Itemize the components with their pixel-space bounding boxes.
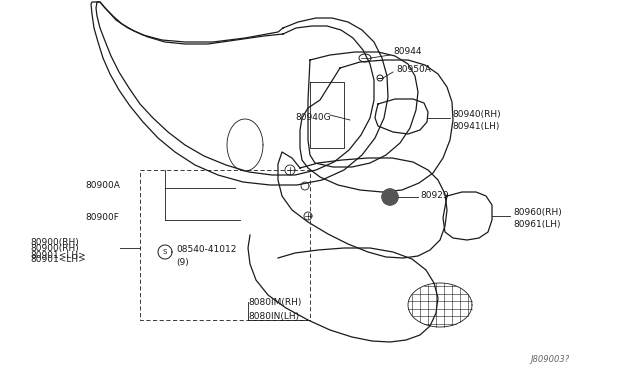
- Circle shape: [382, 189, 398, 205]
- Text: 80940(RH): 80940(RH): [452, 109, 500, 119]
- Text: S: S: [163, 249, 167, 255]
- Text: 80900F: 80900F: [85, 214, 119, 222]
- Text: (9): (9): [176, 259, 189, 267]
- Text: J809003?: J809003?: [530, 355, 569, 364]
- Text: 8080lN(LH): 8080lN(LH): [248, 311, 299, 321]
- Text: 80940G: 80940G: [295, 113, 331, 122]
- Text: 80960(RH): 80960(RH): [513, 208, 562, 217]
- Text: 80901<LH>: 80901<LH>: [30, 250, 86, 260]
- Text: 80961(LH): 80961(LH): [513, 221, 561, 230]
- Text: 80900A: 80900A: [85, 182, 120, 190]
- Text: 80901<LH>: 80901<LH>: [30, 256, 86, 264]
- Text: 80944: 80944: [393, 48, 422, 57]
- Text: 80900(RH): 80900(RH): [30, 244, 79, 253]
- Text: 80950A: 80950A: [396, 65, 431, 74]
- Text: 8080lM(RH): 8080lM(RH): [248, 298, 301, 307]
- Text: 08540-41012: 08540-41012: [176, 246, 236, 254]
- Text: 80900(RH): 80900(RH): [30, 237, 79, 247]
- Text: 80941(LH): 80941(LH): [452, 122, 499, 131]
- Text: 80929: 80929: [420, 190, 449, 199]
